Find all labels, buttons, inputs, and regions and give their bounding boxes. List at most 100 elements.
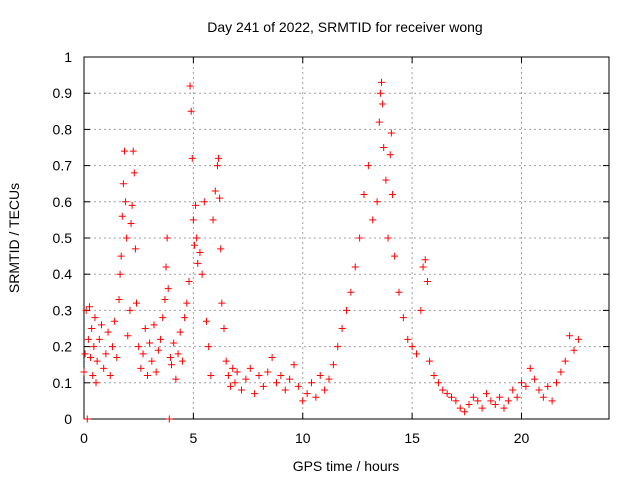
data-point bbox=[113, 353, 121, 361]
data-point bbox=[321, 386, 329, 394]
data-point bbox=[382, 176, 390, 184]
data-point bbox=[185, 277, 193, 285]
data-point bbox=[128, 201, 136, 209]
data-point bbox=[469, 393, 477, 401]
data-point bbox=[395, 288, 403, 296]
data-point bbox=[139, 350, 147, 358]
data-point bbox=[347, 288, 355, 296]
data-point bbox=[316, 372, 324, 380]
data-point bbox=[478, 404, 486, 412]
data-point bbox=[164, 285, 172, 293]
data-point bbox=[483, 390, 490, 398]
x-axis-ticks: 0 5 10 15 20 bbox=[80, 57, 529, 446]
data-point bbox=[84, 335, 92, 343]
data-point bbox=[277, 372, 285, 380]
data-point bbox=[119, 180, 127, 188]
data-point bbox=[222, 357, 230, 365]
data-point bbox=[404, 335, 412, 343]
data-point bbox=[106, 372, 114, 380]
data-point bbox=[388, 191, 396, 199]
data-point bbox=[186, 82, 194, 90]
data-point bbox=[102, 350, 110, 358]
data-point bbox=[162, 263, 170, 271]
data-point bbox=[251, 390, 259, 398]
data-point bbox=[242, 375, 250, 383]
data-point bbox=[116, 270, 124, 278]
data-point bbox=[426, 357, 434, 365]
data-point bbox=[224, 372, 232, 380]
y-tick-label: 0.4 bbox=[53, 266, 73, 282]
data-point bbox=[338, 325, 346, 332]
data-point bbox=[150, 321, 158, 329]
data-point bbox=[491, 401, 499, 409]
data-point bbox=[574, 335, 582, 343]
data-point bbox=[168, 361, 175, 369]
data-point bbox=[133, 299, 140, 307]
data-point bbox=[161, 296, 169, 304]
data-point bbox=[146, 339, 154, 347]
chart-title: Day 241 of 2022, SRMTID for receiver won… bbox=[207, 19, 482, 35]
data-point bbox=[181, 314, 189, 322]
data-point bbox=[526, 364, 534, 372]
data-point bbox=[83, 415, 91, 423]
data-point bbox=[123, 234, 131, 242]
data-point bbox=[233, 368, 241, 376]
data-point bbox=[120, 147, 128, 155]
data-point bbox=[176, 328, 184, 336]
y-tick-label: 0.2 bbox=[53, 339, 73, 355]
data-point bbox=[399, 314, 407, 322]
data-point bbox=[81, 350, 89, 358]
data-point bbox=[213, 162, 221, 170]
x-axis-label: GPS time / hours bbox=[293, 458, 400, 474]
data-point bbox=[281, 386, 289, 394]
data-point bbox=[131, 245, 139, 253]
data-point bbox=[229, 364, 237, 372]
data-point bbox=[259, 382, 267, 390]
data-point bbox=[115, 296, 123, 304]
data-point bbox=[408, 343, 416, 351]
data-point bbox=[209, 216, 217, 224]
data-point bbox=[325, 375, 333, 383]
x-tick-label: 5 bbox=[189, 430, 197, 446]
y-tick-label: 0 bbox=[64, 411, 72, 427]
data-point bbox=[87, 353, 95, 361]
data-point bbox=[273, 379, 280, 387]
data-point bbox=[93, 357, 101, 365]
data-point bbox=[137, 364, 145, 372]
data-points bbox=[80, 78, 582, 423]
data-point bbox=[220, 325, 228, 332]
y-tick-label: 1 bbox=[64, 49, 72, 65]
data-point bbox=[375, 118, 383, 126]
data-point bbox=[200, 198, 208, 206]
data-point bbox=[98, 321, 105, 329]
data-point bbox=[531, 375, 539, 383]
data-point bbox=[117, 252, 125, 260]
data-point bbox=[500, 404, 508, 412]
data-point bbox=[423, 277, 431, 285]
data-point bbox=[417, 306, 425, 314]
data-point bbox=[95, 335, 103, 343]
data-point bbox=[130, 169, 138, 177]
data-point bbox=[561, 357, 569, 365]
data-point bbox=[329, 361, 337, 369]
data-point bbox=[334, 343, 342, 351]
data-point bbox=[448, 393, 455, 401]
data-point bbox=[143, 372, 151, 380]
data-point bbox=[190, 241, 198, 249]
data-point bbox=[227, 382, 235, 390]
data-point bbox=[104, 328, 112, 336]
data-point bbox=[122, 198, 130, 206]
data-point bbox=[264, 368, 272, 376]
data-point bbox=[135, 343, 143, 351]
data-point bbox=[159, 314, 167, 322]
y-tick-label: 0.3 bbox=[53, 302, 73, 318]
data-point bbox=[217, 245, 225, 253]
data-point bbox=[539, 393, 547, 401]
data-point bbox=[566, 332, 574, 340]
data-point bbox=[194, 259, 202, 267]
data-point bbox=[174, 350, 182, 358]
data-point bbox=[129, 147, 137, 155]
data-point bbox=[373, 198, 381, 206]
y-tick-label: 0.9 bbox=[53, 85, 73, 101]
